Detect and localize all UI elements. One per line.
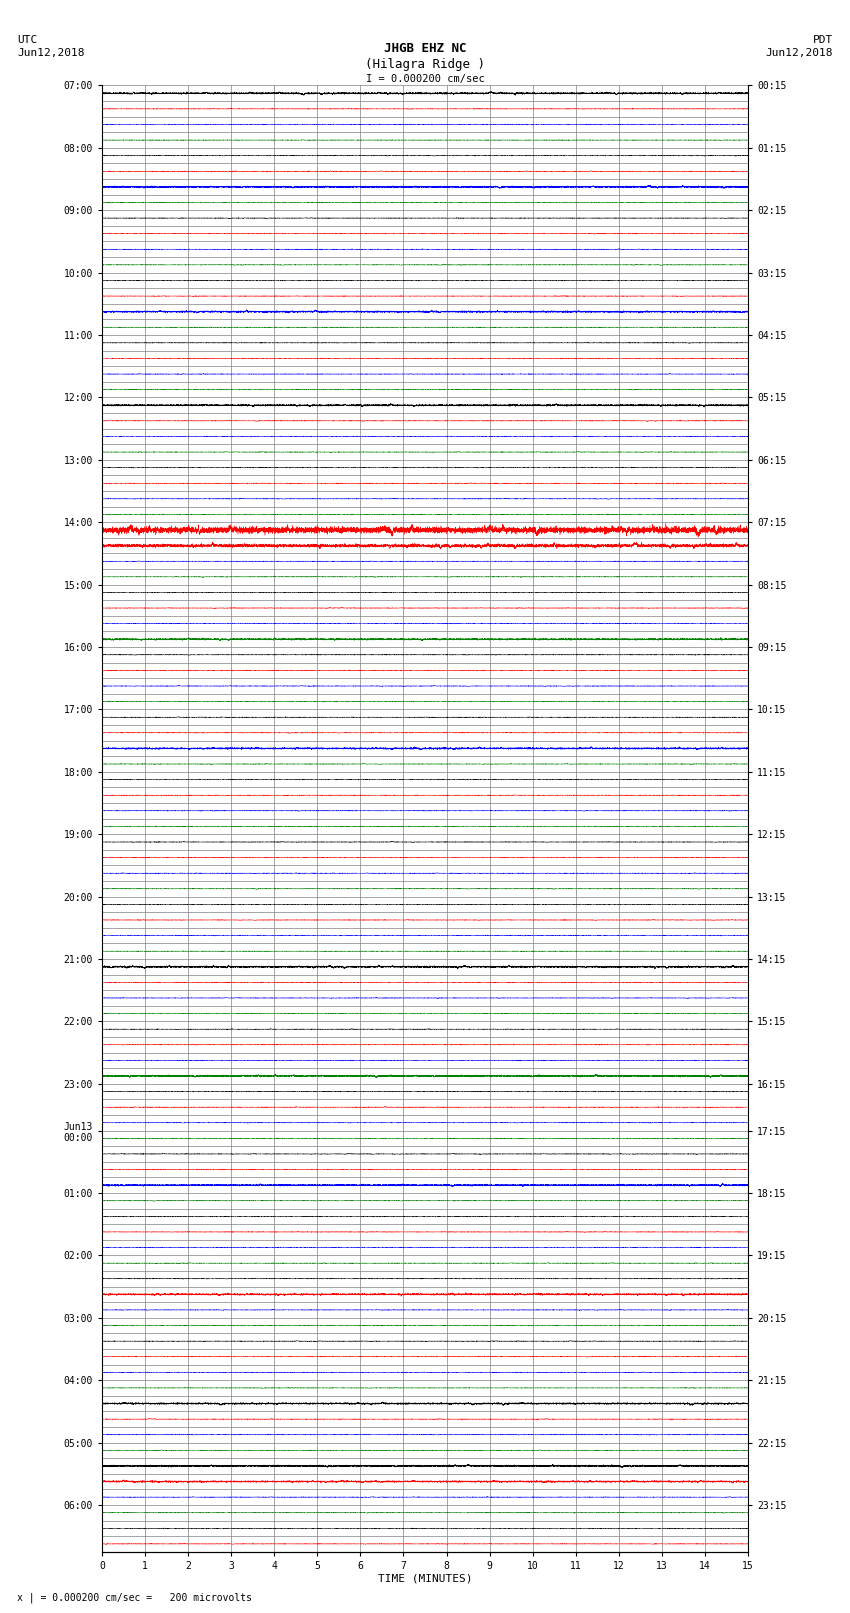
Text: Jun12,2018: Jun12,2018	[17, 48, 84, 58]
Text: PDT: PDT	[813, 35, 833, 45]
Text: UTC: UTC	[17, 35, 37, 45]
X-axis label: TIME (MINUTES): TIME (MINUTES)	[377, 1574, 473, 1584]
Text: JHGB EHZ NC: JHGB EHZ NC	[383, 42, 467, 55]
Text: x | = 0.000200 cm/sec =   200 microvolts: x | = 0.000200 cm/sec = 200 microvolts	[17, 1592, 252, 1603]
Text: I = 0.000200 cm/sec: I = 0.000200 cm/sec	[366, 74, 484, 84]
Text: (Hilagra Ridge ): (Hilagra Ridge )	[365, 58, 485, 71]
Text: Jun12,2018: Jun12,2018	[766, 48, 833, 58]
